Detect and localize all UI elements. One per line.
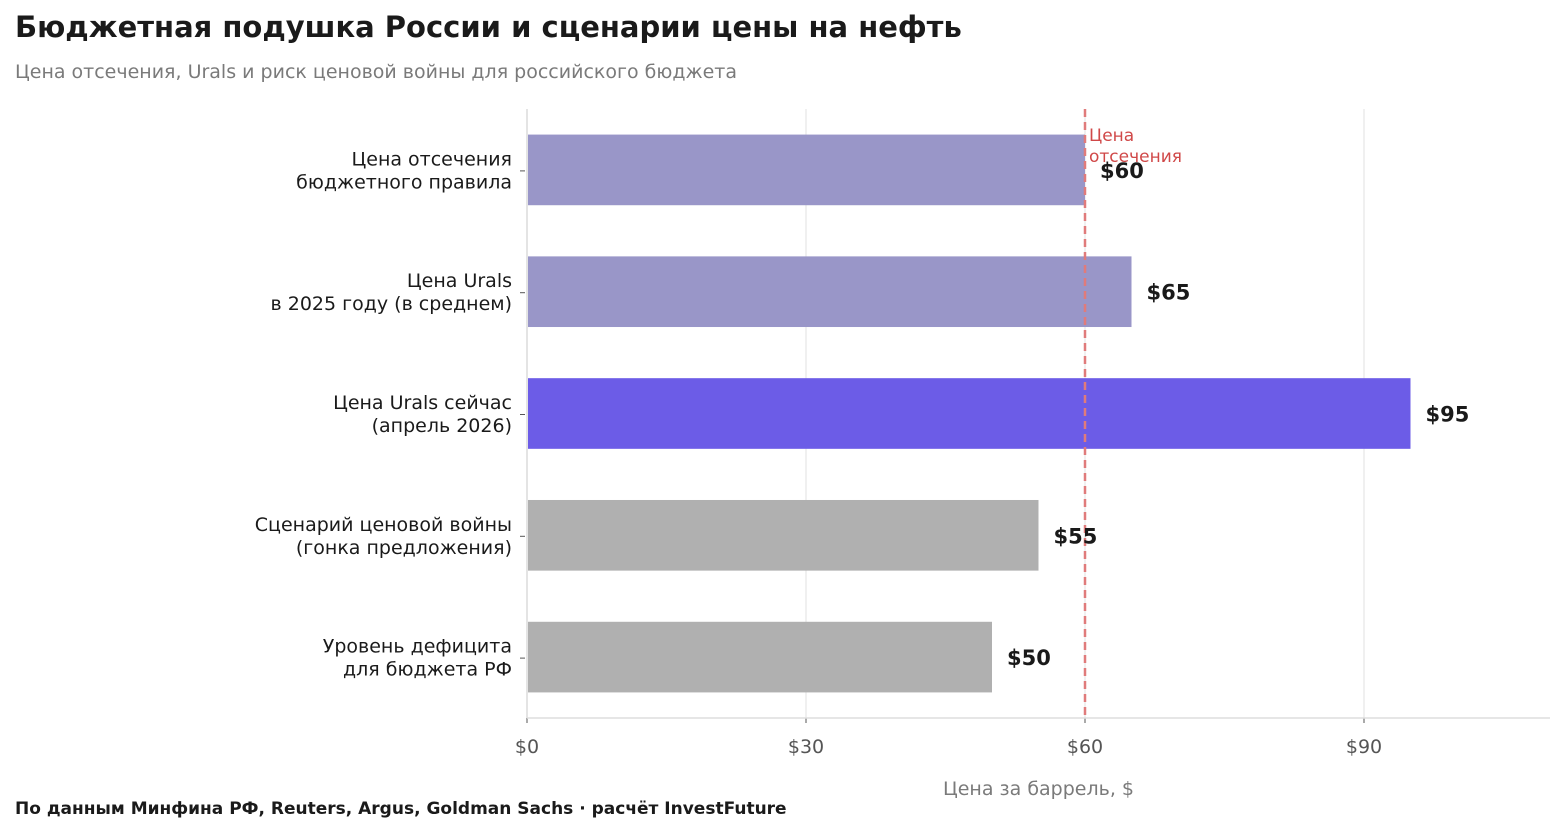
chart-title: Бюджетная подушка России и сценарии цены…	[15, 10, 962, 44]
bar-value-label: $95	[1426, 403, 1470, 427]
bar-value-label: $60	[1100, 159, 1144, 183]
bar	[528, 378, 1411, 449]
source-footnote: По данным Минфина РФ, Reuters, Argus, Go…	[15, 799, 787, 819]
x-axis-title: Цена за баррель, $	[943, 778, 1134, 800]
x-tick-label: $0	[515, 736, 539, 758]
category-label: Цена отсечения бюджетного правила	[296, 148, 512, 193]
axes	[520, 109, 1550, 723]
x-tick-label: $30	[788, 736, 824, 758]
bar-value-label: $55	[1054, 524, 1098, 548]
category-label: Цена Urals в 2025 году (в среднем)	[271, 270, 513, 315]
category-label: Уровень дефицита для бюджета РФ	[323, 636, 512, 681]
category-label: Сценарий ценовой войны (гонка предложения…	[255, 514, 512, 559]
bar	[528, 499, 1039, 571]
chart-subtitle: Цена отсечения, Urals и риск ценовой вой…	[15, 61, 737, 83]
bar	[528, 621, 992, 693]
labels: $0 $30 $60 $90 $60 Цена отсечения бюджетного п…	[255, 126, 1470, 800]
bars	[528, 134, 1411, 693]
bar-value-label: $65	[1147, 281, 1191, 305]
category-label: Цена Urals сейчас (апрель 2026)	[333, 392, 512, 437]
bar	[528, 256, 1132, 328]
reference-line-label: Цена отсечения	[1089, 126, 1182, 167]
bar	[528, 134, 1085, 206]
x-tick-label: $90	[1346, 736, 1382, 758]
bar-value-label: $50	[1007, 646, 1051, 670]
x-tick-label: $60	[1067, 736, 1103, 758]
